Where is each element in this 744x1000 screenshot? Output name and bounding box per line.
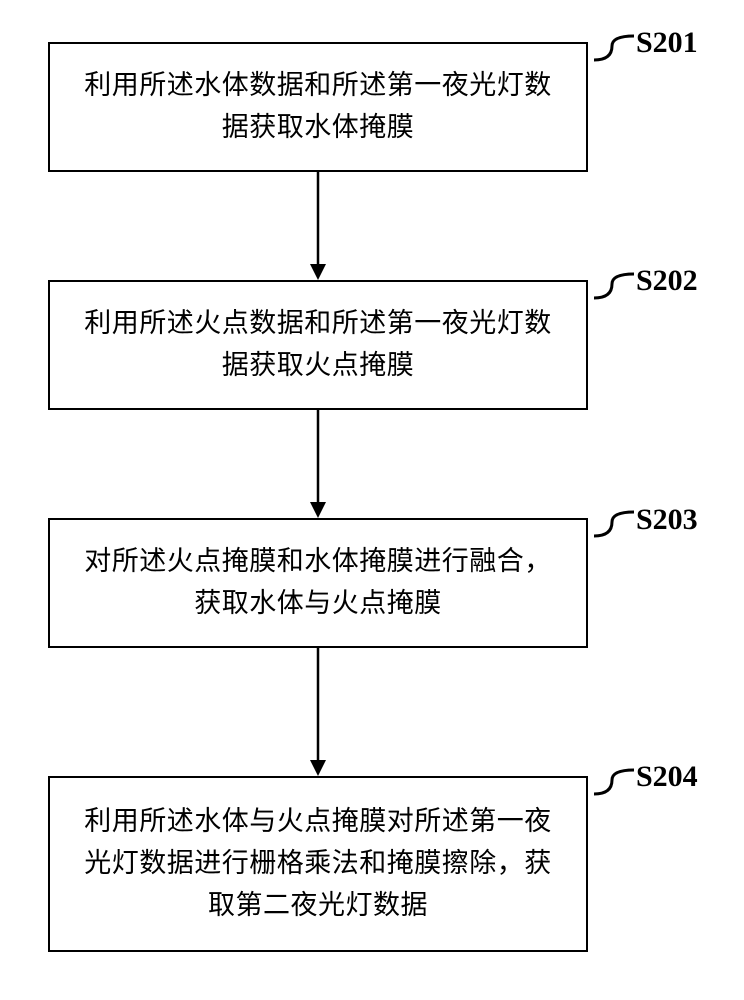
arrow-s202-s203 (308, 410, 328, 520)
flow-box-text: 对所述火点掩膜和水体掩膜进行融合，获取水体与火点掩膜 (84, 541, 552, 625)
bracket-s204 (594, 768, 642, 798)
bracket-s203 (594, 510, 642, 540)
flow-label-s201: S201 (636, 26, 698, 60)
flow-box-s201: 利用所述水体数据和所述第一夜光灯数据获取水体掩膜 (48, 42, 588, 172)
bracket-s202 (594, 272, 642, 302)
flowchart-canvas: 利用所述水体数据和所述第一夜光灯数据获取水体掩膜 S201 利用所述火点数据和所… (0, 0, 744, 1000)
arrow-s203-s204 (308, 648, 328, 778)
flow-box-s203: 对所述火点掩膜和水体掩膜进行融合，获取水体与火点掩膜 (48, 518, 588, 648)
bracket-s201 (594, 34, 642, 64)
arrow-s201-s202 (308, 172, 328, 282)
flow-label-s204: S204 (636, 760, 698, 794)
flow-box-s204: 利用所述水体与火点掩膜对所述第一夜光灯数据进行栅格乘法和掩膜擦除，获取第二夜光灯… (48, 776, 588, 952)
flow-label-s203: S203 (636, 503, 698, 537)
flow-box-text: 利用所述水体数据和所述第一夜光灯数据获取水体掩膜 (84, 65, 552, 149)
flow-label-s202: S202 (636, 264, 698, 298)
flow-box-text: 利用所述水体与火点掩膜对所述第一夜光灯数据进行栅格乘法和掩膜擦除，获取第二夜光灯… (84, 801, 552, 927)
flow-box-s202: 利用所述火点数据和所述第一夜光灯数据获取火点掩膜 (48, 280, 588, 410)
flow-box-text: 利用所述火点数据和所述第一夜光灯数据获取火点掩膜 (84, 303, 552, 387)
